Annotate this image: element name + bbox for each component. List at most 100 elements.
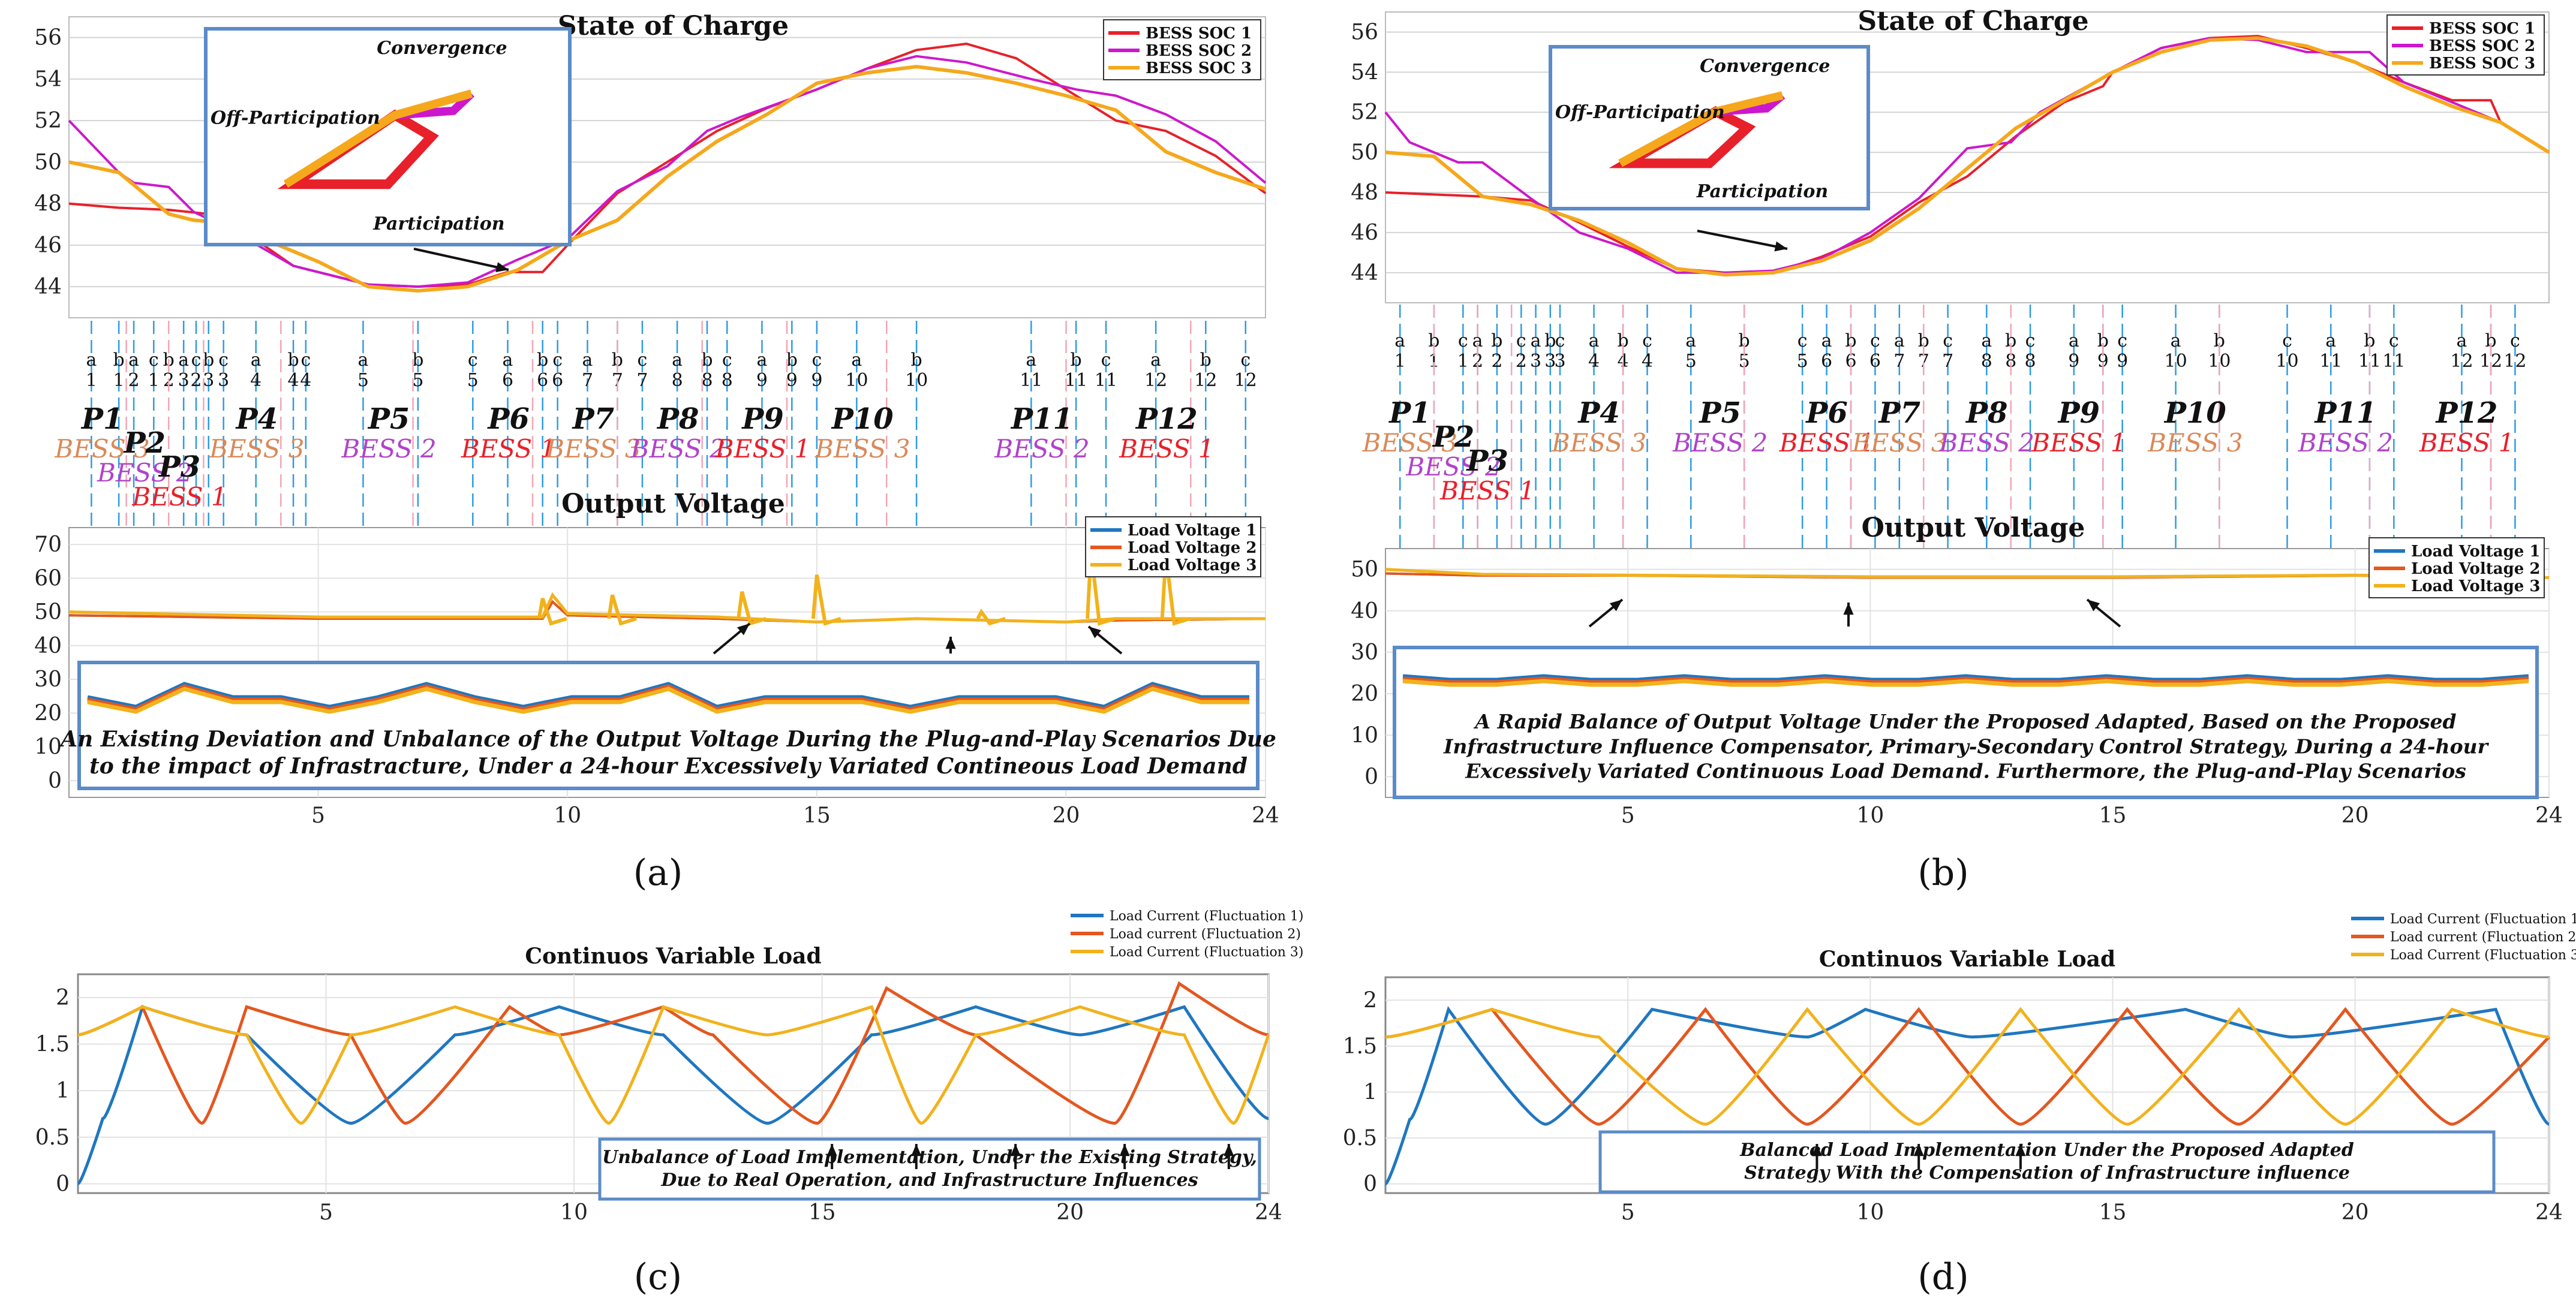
- b-event-tick-letter: a: [1472, 330, 1483, 351]
- a-phase-label: P12: [1135, 402, 1198, 436]
- a-soc-ytick: 50: [34, 150, 62, 174]
- b-event-tick-letter: c: [1943, 330, 1953, 351]
- a-event-tick-number: 10: [905, 370, 928, 391]
- a-event-tick-letter: a: [1026, 350, 1036, 371]
- b-phase-bess: BESS 3: [1551, 428, 1646, 457]
- a-volt-ytick: 50: [34, 600, 62, 625]
- a-phase-label: P10: [831, 402, 894, 436]
- a-event-tick-letter: a: [178, 350, 189, 371]
- b-volt-arrow-1-head: [1609, 600, 1622, 612]
- a-event-tick-number: 7: [636, 370, 648, 391]
- b-event-tick-number: 3: [1530, 351, 1541, 372]
- b-soc-arrow-head: [1774, 241, 1787, 252]
- a-phase-label: P1: [80, 402, 124, 436]
- a-event-tick-number: 9: [756, 370, 768, 391]
- a-phase-label: P5: [367, 402, 410, 436]
- b-event-tick-number: 7: [1918, 351, 1929, 372]
- b-phase-bess: BESS 2: [1672, 428, 1768, 457]
- d-load-series-3: [1385, 1007, 2550, 1126]
- b-event-tick-letter: b: [1617, 330, 1628, 351]
- legend-box: [1085, 516, 1261, 577]
- b-event-tick-letter: a: [2069, 330, 2079, 351]
- a-event-tick-letter: c: [722, 350, 732, 371]
- a-event-tick-letter: a: [251, 350, 261, 371]
- b-event-tick-number: 5: [1739, 351, 1750, 372]
- b-event-tick-number: 12: [2503, 351, 2526, 372]
- a-volt-spike: [607, 594, 637, 626]
- a-phase-bess: BESS 2: [994, 434, 1089, 463]
- a-phase-label: P2: [123, 426, 166, 460]
- b-volt-ytick: 0: [1364, 764, 1378, 789]
- b-event-tick-number: 10: [2276, 351, 2298, 372]
- a-event-tick-letter: b: [786, 350, 798, 371]
- b-phase-bess: BESS 1: [1439, 476, 1535, 505]
- b-phase-bess: BESS 1: [1779, 428, 1874, 457]
- b-phase-label: P4: [1577, 396, 1620, 430]
- b-soc-title: State of Charge: [1857, 6, 2088, 37]
- b-phase-label: P12: [2435, 396, 2498, 430]
- b-caption: (b): [1917, 852, 1968, 894]
- legend-label-2: BESS SOC 2: [2429, 37, 2535, 55]
- b-event-tick-letter: a: [1894, 330, 1905, 351]
- b-event-tick-number: 2: [1516, 351, 1527, 372]
- c-load-legend-label-1: Load Current (Fluctuation 1): [1110, 909, 1303, 924]
- d-load-ytick: 1.5: [1343, 1034, 1377, 1059]
- b-volt-note-line: Infrastructure Influence Compensator, Pr…: [1443, 734, 2490, 758]
- b-event-tick-number: 4: [1642, 351, 1653, 372]
- a-event-tick-letter: b: [1200, 350, 1212, 371]
- a-phase-bess: BESS 2: [97, 458, 192, 487]
- a-event-tick-letter: a: [503, 350, 513, 371]
- a-soc-ytick: 46: [34, 233, 62, 258]
- a-event-tick-letter: a: [672, 350, 683, 371]
- a-soc-ytick: 52: [34, 109, 62, 133]
- b-inset-participation-label: Participation: [1696, 181, 1828, 202]
- a-event-tick-letter: c: [218, 350, 229, 371]
- b-volt-xtick: 5: [1621, 803, 1635, 828]
- c-load-ytick: 2: [56, 986, 70, 1010]
- b-soc-series-3: [1385, 36, 2550, 277]
- b-volt-ytick: 20: [1351, 682, 1378, 706]
- c-load-arrow-3-head: [1010, 1144, 1021, 1157]
- a-event-tick-number: 8: [672, 370, 683, 391]
- legend-label-1: BESS SOC 1: [2429, 20, 2535, 38]
- a-event-tick-number: 6: [502, 370, 513, 391]
- a-event-tick-number: 8: [722, 370, 733, 391]
- b-event-tick-letter: c: [2389, 330, 2399, 351]
- b-event-tick-letter: b: [2005, 330, 2016, 351]
- b-event-tick-number: 9: [2097, 351, 2109, 372]
- b-soc-ytick: 52: [1351, 100, 1378, 125]
- b-event-tick-number: 6: [1845, 351, 1856, 372]
- c-load-note-box: [598, 1137, 1261, 1201]
- b-volt-xtick: 20: [2341, 803, 2369, 828]
- b-phase-label: P2: [1432, 420, 1475, 454]
- a-caption: (a): [633, 852, 683, 894]
- a-phase-bess: BESS 3: [209, 434, 304, 463]
- a-phase-label: P3: [158, 450, 201, 484]
- b-phase-bess: BESS 3: [2147, 428, 2243, 457]
- a-soc-ytick: 54: [34, 67, 62, 92]
- legend-label-1: Load Voltage 1: [2411, 543, 2540, 561]
- legend-label-3: Load Voltage 3: [2411, 577, 2540, 595]
- c-load-ytick: 0: [56, 1172, 70, 1196]
- d-load-ytick: 1: [1363, 1080, 1377, 1104]
- b-event-tick-number: 7: [1893, 351, 1905, 372]
- a-volt-note-line: to the impact of Infrastracture, Under a…: [89, 754, 1248, 779]
- d-load-legend-label-3: Load Current (Fluctuation 3): [2390, 948, 2576, 963]
- b-volt-note-line: A Rapid Balance of Output Voltage Under …: [1473, 710, 2456, 733]
- b-event-tick-number: 4: [1618, 351, 1629, 372]
- b-inset-convergence-label: Convergence: [1700, 56, 1830, 77]
- a-volt-ytick: 40: [34, 634, 62, 658]
- d-caption: (d): [1917, 1256, 1968, 1298]
- b-event-tick-letter: a: [1821, 330, 1832, 351]
- a-event-tick-number: 1: [148, 370, 160, 391]
- a-phase-label: P8: [656, 402, 699, 436]
- b-event-tick-number: 8: [2005, 351, 2016, 372]
- a-event-tick-number: 5: [467, 370, 479, 391]
- a-volt-arrow-3-head: [1089, 627, 1102, 639]
- b-event-tick-number: 12: [2450, 351, 2473, 372]
- b-phase-bess: BESS 1: [2419, 428, 2514, 457]
- b-volt-ytick: 30: [1351, 640, 1378, 665]
